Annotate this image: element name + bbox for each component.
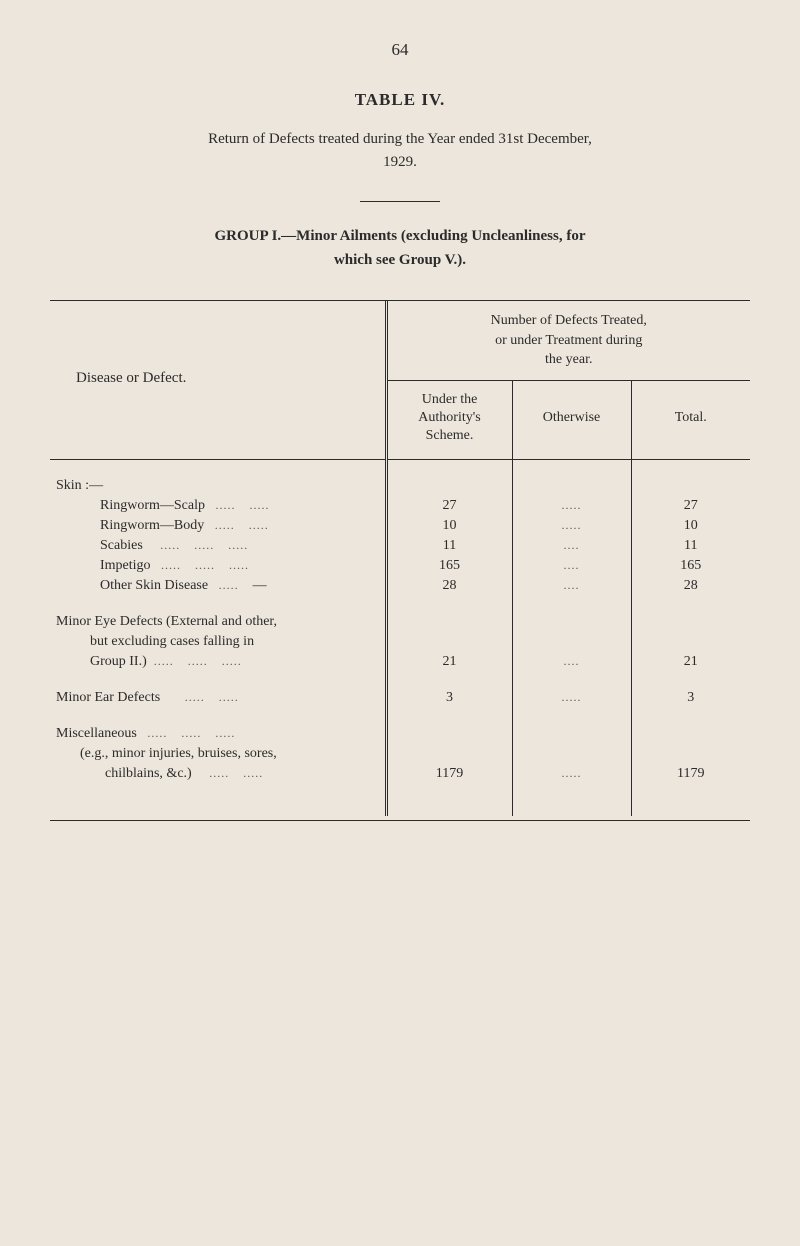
col-auth-l3: Scheme. bbox=[426, 428, 474, 443]
misc-l1: Miscellaneous bbox=[56, 726, 137, 741]
header-col-oth: Otherwise bbox=[512, 380, 631, 455]
dots: ..... bbox=[215, 726, 235, 740]
cell-auth: 27 bbox=[386, 496, 512, 516]
dots: ..... bbox=[228, 538, 248, 552]
table-row: Impetigo ..... ..... ..... 165 .... 165 bbox=[50, 556, 750, 576]
dots: ..... bbox=[195, 558, 215, 572]
dots: ..... bbox=[219, 690, 239, 704]
superhead-l2: or under Treatment during bbox=[495, 333, 642, 348]
dots: ..... bbox=[215, 518, 235, 532]
cell-tot: 28 bbox=[631, 576, 750, 596]
cell-auth: 3 bbox=[386, 688, 512, 708]
cell-tot: 3 bbox=[631, 688, 750, 708]
dots: ..... bbox=[154, 654, 174, 668]
row-label: Ringworm—Body bbox=[100, 518, 204, 533]
table-row: chilblains, &c.) ..... ..... 1179 ..... … bbox=[50, 764, 750, 784]
cell-tot: 11 bbox=[631, 536, 750, 556]
dots: ..... bbox=[161, 558, 181, 572]
table-row: Minor Ear Defects ..... ..... 3 ..... 3 bbox=[50, 688, 750, 708]
cell-auth: 28 bbox=[386, 576, 512, 596]
cell-auth: 10 bbox=[386, 516, 512, 536]
row-label: Other Skin Disease bbox=[100, 578, 208, 593]
dots: ..... bbox=[181, 726, 201, 740]
dots: ..... bbox=[209, 766, 229, 780]
misc-l2: (e.g., minor injuries, bruises, sores, bbox=[50, 744, 386, 764]
header-col-tot: Total. bbox=[631, 380, 750, 455]
dots: ..... bbox=[216, 498, 236, 512]
eye-l1: Minor Eye Defects (External and other, bbox=[50, 612, 386, 632]
table-row: Other Skin Disease ..... — 28 .... 28 bbox=[50, 576, 750, 596]
dots: ..... bbox=[243, 766, 263, 780]
group-line2: which see Group V.). bbox=[334, 252, 466, 268]
col-auth-l1: Under the bbox=[422, 392, 478, 407]
cell-auth: 165 bbox=[386, 556, 512, 576]
row-label: Ringworm—Scalp bbox=[100, 498, 205, 513]
cell-auth: 1179 bbox=[386, 764, 512, 784]
col-auth-l2: Authority's bbox=[418, 410, 480, 425]
cell-tot: 21 bbox=[631, 652, 750, 672]
dots: ..... bbox=[185, 690, 205, 704]
divider-short bbox=[360, 201, 440, 202]
group-title: GROUP I.—Minor Ailments (excluding Uncle… bbox=[50, 224, 750, 272]
superhead-l3: the year. bbox=[545, 352, 592, 367]
row-label: Impetigo bbox=[100, 558, 151, 573]
caption-line2: 1929. bbox=[383, 154, 417, 170]
row-label: Scabies bbox=[100, 538, 143, 553]
cell-oth: .... bbox=[512, 652, 631, 672]
skin-header: Skin :— bbox=[50, 476, 386, 496]
dots: ..... bbox=[229, 558, 249, 572]
dots: ..... bbox=[188, 654, 208, 668]
dots: ..... bbox=[147, 726, 167, 740]
cell-tot: 10 bbox=[631, 516, 750, 536]
dots: ..... bbox=[219, 578, 239, 592]
dots: ..... bbox=[194, 538, 214, 552]
table-row: Group II.) ..... ..... ..... 21 .... 21 bbox=[50, 652, 750, 672]
header-col-auth: Under the Authority's Scheme. bbox=[386, 380, 512, 455]
cell-oth: .... bbox=[512, 556, 631, 576]
dots: ..... bbox=[222, 654, 242, 668]
defects-table: Disease or Defect. Number of Defects Tre… bbox=[50, 301, 750, 816]
divider-bottom bbox=[50, 820, 750, 821]
dots: ..... bbox=[250, 498, 270, 512]
header-superhead: Number of Defects Treated, or under Trea… bbox=[386, 301, 750, 380]
cell-oth: .... bbox=[512, 536, 631, 556]
cell-oth: ..... bbox=[512, 764, 631, 784]
group-line1: GROUP I.—Minor Ailments (excluding Uncle… bbox=[215, 228, 586, 244]
superhead-l1: Number of Defects Treated, bbox=[491, 313, 647, 328]
cell-tot: 165 bbox=[631, 556, 750, 576]
cell-oth: ..... bbox=[512, 688, 631, 708]
table-row: Ringworm—Scalp ..... ..... 27 ..... 27 bbox=[50, 496, 750, 516]
caption-line1: Return of Defects treated during the Yea… bbox=[208, 131, 592, 147]
cell-tot: 27 bbox=[631, 496, 750, 516]
eye-l2: but excluding cases falling in bbox=[50, 632, 386, 652]
table-row: Scabies ..... ..... ..... 11 .... 11 bbox=[50, 536, 750, 556]
eye-l3: Group II.) bbox=[90, 654, 147, 669]
page-number: 64 bbox=[50, 40, 750, 60]
misc-l3: chilblains, &c.) bbox=[105, 766, 192, 781]
cell-tot: 1179 bbox=[631, 764, 750, 784]
table-row: Ringworm—Body ..... ..... 10 ..... 10 bbox=[50, 516, 750, 536]
cell-oth: .... bbox=[512, 576, 631, 596]
ear-label: Minor Ear Defects bbox=[56, 690, 160, 705]
table-title: TABLE IV. bbox=[50, 90, 750, 110]
cell-auth: 21 bbox=[386, 652, 512, 672]
cell-oth: ..... bbox=[512, 496, 631, 516]
cell-auth: 11 bbox=[386, 536, 512, 556]
dots: ..... bbox=[249, 518, 269, 532]
table-caption: Return of Defects treated during the Yea… bbox=[50, 128, 750, 173]
cell-oth: ..... bbox=[512, 516, 631, 536]
dots: ..... bbox=[160, 538, 180, 552]
header-disease-label: Disease or Defect. bbox=[56, 370, 379, 387]
